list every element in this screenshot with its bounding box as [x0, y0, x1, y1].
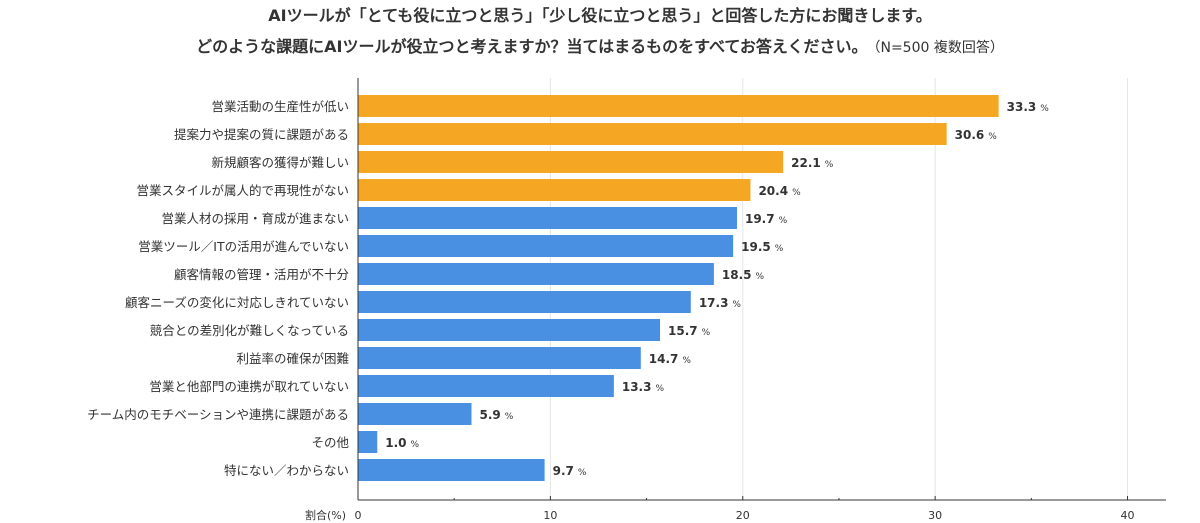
- bar: [358, 459, 545, 481]
- bar-value-label: 19.7%: [745, 212, 788, 226]
- bar-value-label: 14.7%: [649, 352, 692, 366]
- bar: [358, 263, 714, 285]
- category-label: 競合との差別化が難しくなっている: [150, 323, 349, 338]
- bar-value-label: 30.6%: [955, 128, 998, 142]
- bar: [358, 431, 378, 453]
- x-tick-label: 20: [736, 509, 750, 522]
- bar: [358, 179, 751, 201]
- bar-value-label: 20.4%: [758, 184, 801, 198]
- x-axis-label: 割合(%): [305, 508, 346, 522]
- bar-value-label: 1.0%: [385, 436, 419, 450]
- category-label: チーム内のモチベーションや連携に課題がある: [87, 407, 349, 422]
- bar: [358, 151, 784, 173]
- bar-value-label: 5.9%: [480, 408, 514, 422]
- bar-value-label: 22.1%: [791, 156, 834, 170]
- chart-title-line2: どのような課題にAIツールが役立つと考えますか？当てはまるものをすべてお答えくだ…: [196, 37, 868, 56]
- category-label: 特にない／わからない: [224, 463, 349, 478]
- bar: [358, 123, 947, 145]
- category-label: 顧客ニーズの変化に対応しきれていない: [125, 295, 349, 310]
- bar: [358, 291, 691, 313]
- bar: [358, 347, 641, 369]
- x-tick-label: 0: [355, 509, 362, 522]
- bar: [358, 375, 614, 397]
- category-label: 営業活動の生産性が低い: [211, 99, 349, 114]
- category-label: 新規顧客の獲得が難しい: [211, 155, 349, 170]
- category-label: その他: [311, 435, 349, 450]
- x-tick-label: 30: [928, 509, 942, 522]
- x-tick-label: 10: [543, 509, 557, 522]
- category-label: 利益率の確保が困難: [236, 351, 349, 366]
- bar-value-label: 18.5%: [722, 268, 765, 282]
- chart-note: （N=500 複数回答）: [873, 40, 1004, 56]
- bar-value-label: 33.3%: [1007, 100, 1050, 114]
- x-tick-label: 40: [1121, 509, 1135, 522]
- bar: [358, 403, 472, 425]
- category-label: 営業と他部門の連携が取れていない: [149, 379, 349, 394]
- bar: [358, 235, 734, 257]
- bar-value-label: 19.5%: [741, 240, 784, 254]
- bar-value-label: 15.7%: [668, 324, 711, 338]
- category-label: 営業スタイルが属人的で再現性がない: [136, 183, 349, 198]
- category-label: 営業人材の採用・育成が進まない: [161, 211, 349, 226]
- chart-title-line2-wrap: どのような課題にAIツールが役立つと考えますか？当てはまるものをすべてお答えくだ…: [0, 33, 1200, 57]
- bar-value-label: 13.3%: [622, 380, 665, 394]
- category-label: 提案力や提案の質に課題がある: [174, 127, 349, 142]
- bar: [358, 319, 661, 341]
- bar-value-label: 9.7%: [553, 464, 587, 478]
- bar: [358, 95, 999, 117]
- bar: [358, 207, 737, 229]
- chart-title-line1: AIツールが「とても役に立つと思う」「少し役に立つと思う」と回答した方にお聞きし…: [268, 6, 932, 25]
- bar-value-label: 17.3%: [699, 296, 742, 310]
- category-label: 顧客情報の管理・活用が不十分: [174, 267, 349, 282]
- category-label: 営業ツール／ITの活用が進んでいない: [138, 239, 349, 254]
